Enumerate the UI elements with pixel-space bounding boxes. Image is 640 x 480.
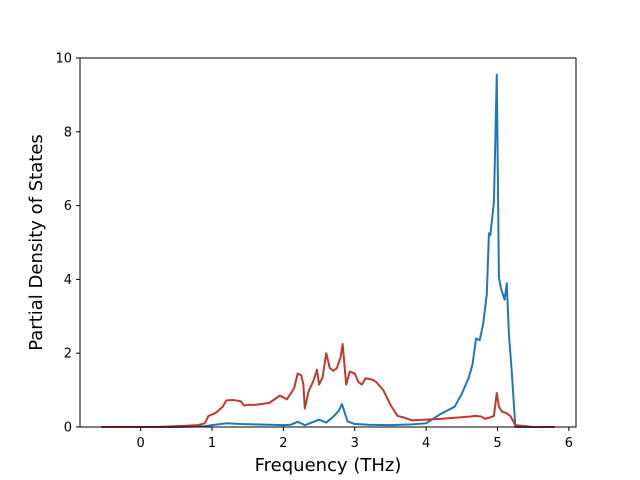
x-axis-label: Frequency (THz) bbox=[255, 455, 402, 476]
x-tick-label: 4 bbox=[422, 436, 430, 451]
x-tick-label: 0 bbox=[137, 436, 145, 451]
series-line-1 bbox=[101, 73, 555, 428]
x-tick-label: 2 bbox=[279, 436, 287, 451]
y-tick-label: 6 bbox=[64, 199, 72, 214]
x-tick-label: 5 bbox=[493, 436, 501, 451]
y-tick-label: 0 bbox=[64, 421, 72, 436]
series-line-2 bbox=[101, 342, 555, 428]
x-tick-label: 1 bbox=[208, 436, 216, 451]
y-tick-label: 4 bbox=[64, 273, 72, 288]
x-tick-label: 3 bbox=[351, 436, 359, 451]
y-tick-label: 2 bbox=[64, 347, 72, 362]
y-tick-label: 10 bbox=[55, 52, 72, 67]
x-tick-label: 6 bbox=[565, 436, 573, 451]
x-axis: 0 1 2 3 4 5 6 bbox=[137, 427, 573, 451]
plot-area bbox=[101, 73, 555, 428]
y-axis: 0 2 4 6 8 10 bbox=[55, 52, 80, 436]
y-tick-label: 8 bbox=[64, 125, 72, 140]
y-axis-label: Partial Density of States bbox=[26, 134, 47, 351]
axes-frame bbox=[79, 57, 577, 428]
